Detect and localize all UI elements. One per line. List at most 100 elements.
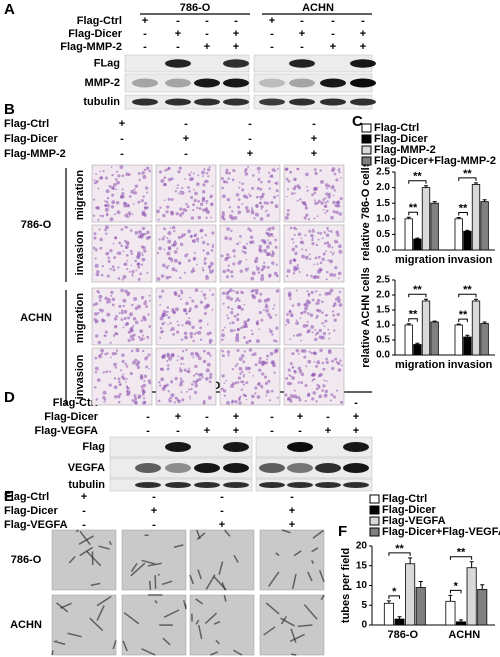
cell [137, 277, 141, 281]
cell [141, 210, 146, 215]
cell [126, 216, 129, 219]
blot-background [109, 457, 253, 479]
tube [265, 602, 280, 615]
cell [123, 316, 127, 321]
condition-sign: + [330, 41, 336, 53]
significance-label: ** [395, 543, 404, 555]
cell [104, 398, 107, 401]
cell [320, 201, 324, 205]
significance-label: * [392, 586, 397, 598]
cell [230, 401, 234, 404]
cell [134, 396, 138, 401]
cell [122, 326, 125, 329]
blot-background [255, 436, 373, 458]
cell [109, 301, 112, 304]
cell [251, 332, 254, 336]
cell [111, 193, 115, 197]
cell [332, 313, 336, 317]
cell [338, 171, 341, 174]
condition-sign: - [184, 118, 188, 130]
cell [340, 176, 342, 179]
cell [250, 276, 255, 281]
condition-sign: + [151, 505, 157, 517]
cell [94, 356, 98, 360]
condition-sign: - [184, 148, 188, 160]
cell [314, 172, 318, 176]
cell [96, 378, 101, 382]
cell [120, 244, 123, 248]
blot-band [223, 59, 249, 68]
cell [322, 367, 326, 371]
cell [192, 203, 196, 207]
cell [101, 352, 104, 355]
cell [237, 376, 242, 380]
tube [162, 637, 171, 646]
cell [267, 227, 272, 231]
blot-band [194, 482, 220, 488]
cell [265, 231, 269, 235]
condition-sign: - [312, 118, 316, 130]
cell [166, 359, 169, 363]
cell [241, 370, 244, 374]
cell [233, 255, 236, 258]
cell [332, 200, 336, 205]
cell [270, 389, 274, 393]
cell [233, 329, 236, 332]
cell [324, 291, 329, 296]
cell [199, 326, 202, 330]
cell [295, 348, 300, 353]
cell [141, 390, 146, 394]
cell [123, 263, 126, 266]
cell [179, 207, 183, 211]
condition-sign: - [120, 148, 124, 160]
cell-line-header: ACHN [302, 2, 334, 14]
cell [96, 290, 100, 293]
y-axis-title: relative ACHN cells [360, 267, 372, 367]
cell [229, 322, 232, 325]
tube [53, 640, 66, 646]
panel-letter: A [4, 1, 15, 18]
cell [293, 192, 296, 195]
cell [125, 389, 129, 393]
cell [95, 173, 97, 176]
blot-band [223, 78, 249, 88]
cell [118, 380, 121, 384]
cell [204, 377, 209, 381]
cell [325, 380, 328, 382]
cell [127, 316, 131, 320]
cell [122, 373, 125, 376]
cell [166, 310, 169, 313]
cell [180, 190, 185, 195]
tube [68, 556, 76, 564]
cell [332, 310, 335, 313]
condition-sign: + [311, 133, 317, 145]
cell [141, 257, 146, 262]
cell [286, 195, 288, 198]
cell [140, 295, 145, 300]
cell [119, 383, 122, 386]
cell [120, 309, 124, 312]
condition-sign: - [176, 41, 180, 53]
cell [210, 216, 212, 219]
cell [176, 184, 179, 187]
cell [317, 231, 320, 235]
legend-swatch [369, 494, 380, 504]
cell [188, 317, 191, 320]
y-tick-label: 2.5 [376, 167, 390, 178]
cell [225, 171, 229, 175]
cell [197, 356, 202, 361]
cell [312, 391, 317, 395]
condition-sign: - [82, 519, 86, 531]
cell [134, 231, 139, 235]
y-tick-label: 10 [356, 580, 368, 591]
condition-sign: + [81, 491, 87, 503]
cell [256, 166, 261, 171]
cell [292, 186, 297, 191]
cell [190, 383, 194, 386]
significance-label: ** [409, 309, 418, 321]
cell [286, 269, 291, 273]
cell [304, 384, 308, 388]
cell [315, 243, 319, 247]
cell [201, 376, 204, 379]
cell [242, 324, 246, 329]
